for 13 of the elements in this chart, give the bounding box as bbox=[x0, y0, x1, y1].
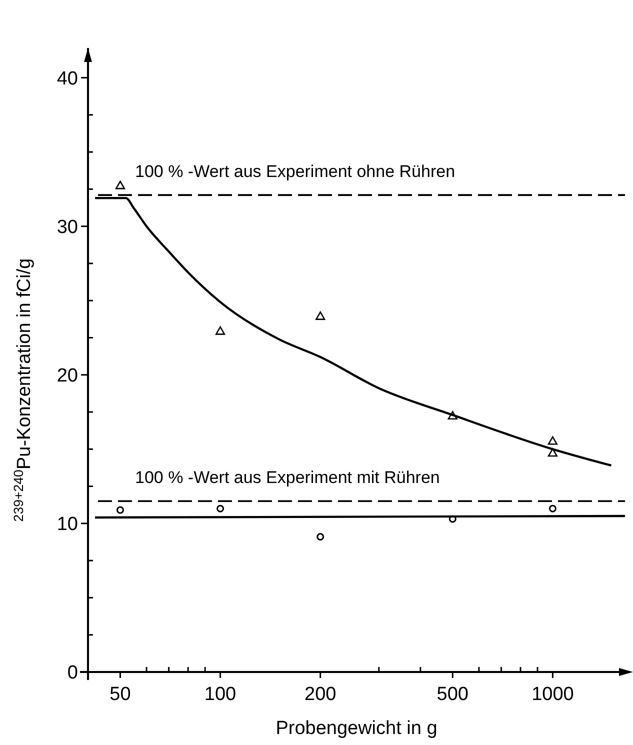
x-tick-label: 50 bbox=[110, 684, 131, 705]
y-tick-label: 40 bbox=[56, 68, 78, 90]
x-tick-label: 100 bbox=[204, 684, 236, 705]
x-tick-label: 200 bbox=[304, 684, 336, 705]
y-tick-label: 0 bbox=[67, 662, 78, 684]
x-tick-label: 1000 bbox=[532, 684, 574, 705]
y-tick-label: 20 bbox=[56, 366, 78, 387]
y-tick-label: 30 bbox=[56, 216, 78, 238]
ref-line-label: 100 % -Wert aus Experiment ohne Rühren bbox=[135, 162, 456, 182]
x-tick-label: 500 bbox=[436, 684, 468, 705]
x-axis-title: Probengewicht in g bbox=[276, 718, 438, 739]
ref-line-label: 100 % -Wert aus Experiment mit Rühren bbox=[135, 468, 440, 488]
y-tick-label: 10 bbox=[56, 514, 78, 536]
